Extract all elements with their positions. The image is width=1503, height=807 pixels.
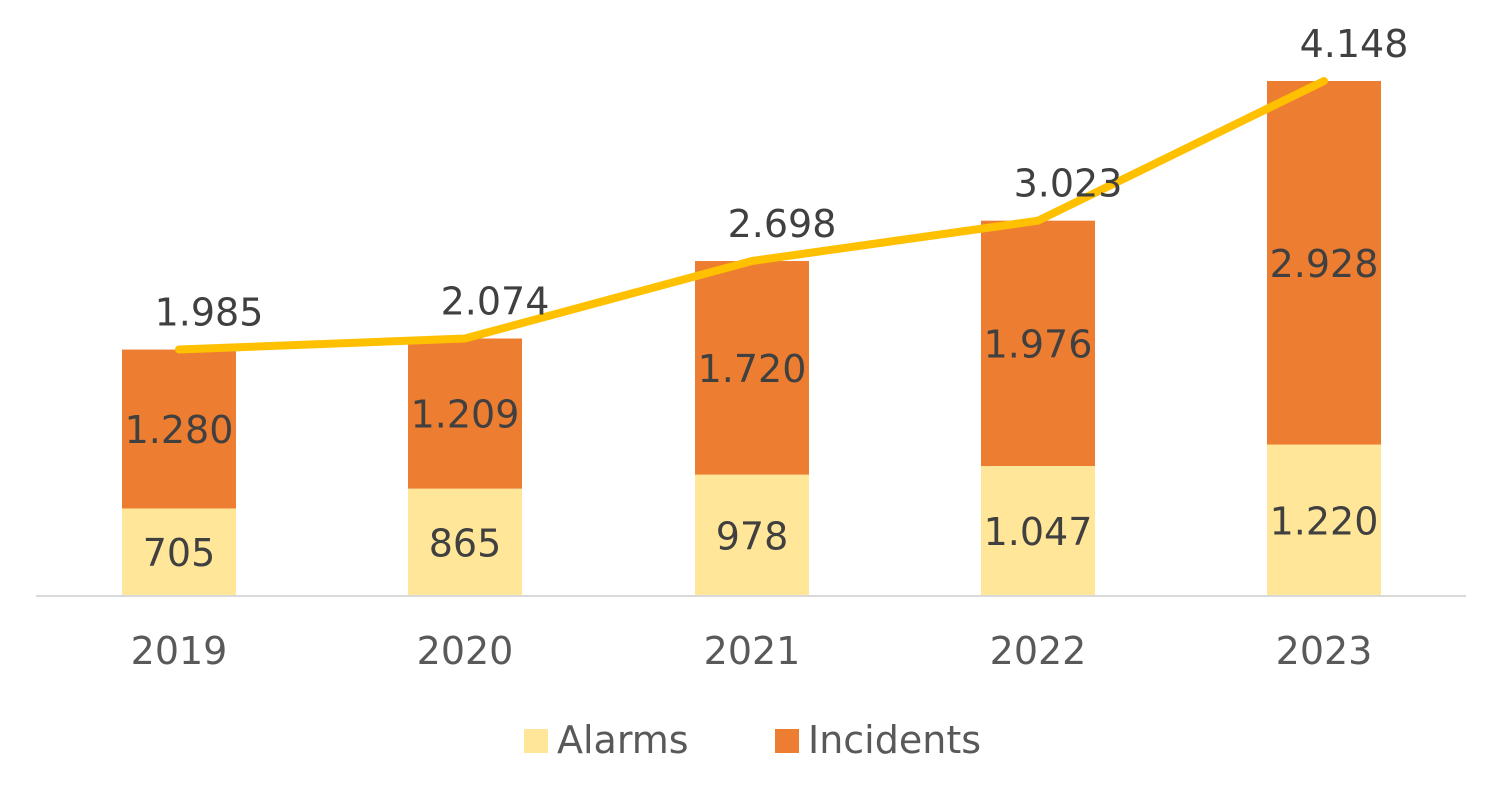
- bar-alarms-2022: [981, 466, 1095, 596]
- data-labels-layer: 705 1.280 865 1.209 978 1.720 1.047 1.976 1.220 2…: [125, 22, 1409, 575]
- label-total-2021: 2.698: [728, 202, 837, 246]
- label-alarms-2019: 705: [143, 531, 216, 575]
- label-total-2019: 1.985: [155, 291, 264, 335]
- bar-incidents-2019: [122, 349, 236, 509]
- label-incidents-2020: 1.209: [411, 393, 520, 437]
- bar-incidents-2020: [408, 338, 522, 489]
- label-incidents-2022: 1.976: [984, 322, 1093, 366]
- x-tick-2020: 2020: [417, 629, 514, 673]
- label-total-2022: 3.023: [1014, 162, 1123, 206]
- bar-incidents-2023: [1267, 81, 1381, 445]
- label-alarms-2020: 865: [429, 521, 502, 565]
- bar-incidents-2021: [695, 261, 809, 475]
- label-alarms-2023: 1.220: [1270, 499, 1379, 543]
- label-incidents-2021: 1.720: [698, 347, 807, 391]
- x-tick-2023: 2023: [1276, 629, 1373, 673]
- x-tick-labels: 2019 2020 2021 2022 2023: [131, 629, 1373, 673]
- bar-alarms-2023: [1267, 444, 1381, 596]
- bars-layer: [122, 81, 1381, 596]
- bar-incidents-2022: [981, 220, 1095, 467]
- label-incidents-2023: 2.928: [1270, 242, 1379, 286]
- bar-alarms-2019: [122, 508, 236, 596]
- total-line: [175, 77, 1328, 354]
- bar-alarms-2021: [695, 474, 809, 596]
- x-tick-2019: 2019: [131, 629, 228, 673]
- label-total-2020: 2.074: [441, 280, 550, 324]
- label-total-2023: 4.148: [1300, 22, 1409, 66]
- bar-alarms-2020: [408, 488, 522, 596]
- x-tick-2022: 2022: [990, 629, 1087, 673]
- legend: Alarms Incidents: [524, 718, 981, 762]
- x-tick-2021: 2021: [704, 629, 801, 673]
- legend-label-incidents: Incidents: [808, 718, 981, 762]
- label-incidents-2019: 1.280: [125, 408, 234, 452]
- label-alarms-2021: 978: [716, 514, 789, 558]
- legend-label-alarms: Alarms: [557, 718, 689, 762]
- legend-swatch-incidents: [775, 729, 799, 753]
- label-alarms-2022: 1.047: [984, 510, 1093, 554]
- legend-swatch-alarms: [524, 729, 548, 753]
- total-line-layer: [175, 77, 1328, 354]
